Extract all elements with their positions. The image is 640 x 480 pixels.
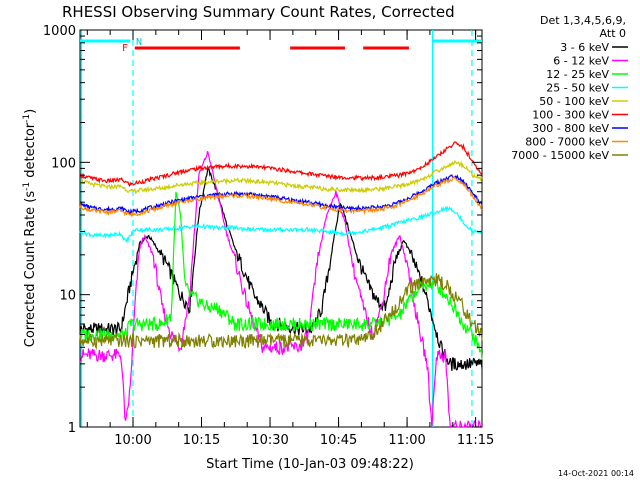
x-tick-label: 10:45 [320, 433, 357, 448]
legend-label: 7000 - 15000 keV [511, 149, 609, 162]
y-axis-label: Corrected Count Rate (s-1 detector-1) [22, 109, 38, 347]
y-tick-label: 1000 [43, 24, 76, 39]
legend-header-1: Det 1,3,4,5,6,9, [540, 14, 626, 27]
plot-frame [79, 29, 483, 428]
x-axis-label: Start Time (10-Jan-03 09:48:22) [206, 457, 414, 472]
flag-label-f: F [122, 43, 128, 54]
y-tick-label: 1 [68, 421, 76, 436]
series-line-9 [79, 273, 483, 351]
series-line-6 [79, 141, 483, 188]
x-tick-label: 10:30 [251, 433, 288, 448]
chart-title: RHESSI Observing Summary Count Rates, Co… [62, 3, 455, 21]
legend-header-2: Att 0 [600, 27, 626, 40]
legend-label: 12 - 25 keV [546, 68, 609, 81]
series-line-4 [79, 205, 483, 244]
footer-timestamp: 14-Oct-2021 00:14 [558, 469, 634, 478]
legend-label: 6 - 12 keV [553, 55, 609, 68]
series-line-2 [79, 151, 482, 429]
y-tick-label: 10 [59, 289, 76, 304]
y-axis-label-sup2: -1 [22, 114, 32, 123]
x-tick-label: 11:00 [388, 433, 425, 448]
y-axis-label-end: ) [23, 109, 38, 114]
legend-label: 25 - 50 keV [546, 82, 609, 95]
series-line-5 [79, 159, 483, 195]
y-tick-label: 100 [51, 156, 76, 171]
series-line-8 [79, 176, 483, 217]
y-axis-label-mid: detector [23, 122, 38, 182]
x-tick-label: 10:00 [114, 433, 151, 448]
y-axis-label-sup1: -1 [22, 182, 32, 191]
legend-label: 300 - 800 keV [532, 122, 609, 135]
series-line-3 [79, 191, 483, 360]
legend-label: 100 - 300 keV [532, 109, 609, 122]
legend-label: 50 - 100 keV [539, 95, 609, 108]
x-tick-label: 11:15 [457, 433, 494, 448]
legend-label: 800 - 7000 keV [525, 136, 609, 149]
series-layer [79, 141, 483, 429]
legend-label: 3 - 6 keV [560, 41, 609, 54]
x-tick-label: 10:15 [183, 433, 220, 448]
axes-layer: 1 10 100 1000 10:00 10:15 10:30 10:45 11:00 11:15 [43, 24, 494, 448]
flag-label-n: N [136, 37, 142, 48]
y-axis-label-main: Corrected Count Rate (s [23, 191, 38, 348]
